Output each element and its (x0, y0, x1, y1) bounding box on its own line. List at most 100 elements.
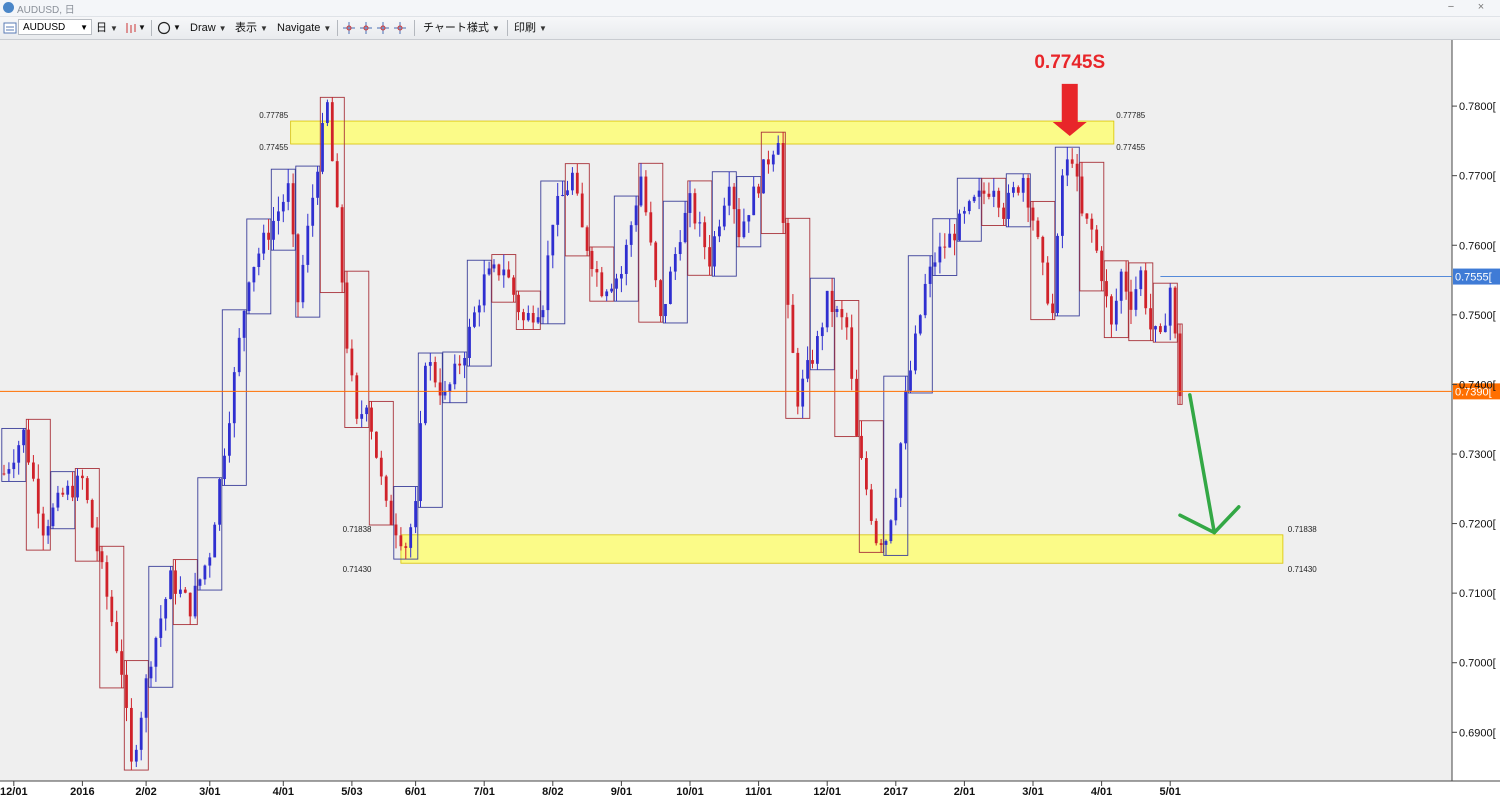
candle-body (776, 143, 780, 155)
chart-window-icon[interactable] (3, 21, 17, 35)
price-axis-background (1452, 40, 1500, 781)
candle-body (1080, 176, 1084, 214)
candle-body (468, 326, 471, 358)
view-menu[interactable]: 表示 ▼ (235, 20, 268, 36)
chevron-down-icon[interactable]: ▼ (138, 23, 146, 32)
crosshair-icon[interactable] (376, 21, 390, 35)
plot-background (0, 40, 1452, 781)
chevron-down-icon: ▼ (218, 24, 227, 33)
crosshair-icon[interactable] (359, 21, 373, 35)
chevron-down-icon: ▼ (323, 24, 332, 33)
draw-label: Draw (190, 22, 216, 34)
weekly-range-box (540, 180, 566, 325)
candle-body (1056, 235, 1059, 314)
price-chart[interactable]: 0.77785 0.77455 0.77785 0.77455 0.71838 0.714… (0, 40, 1500, 801)
resistance-zone[interactable] (290, 120, 1115, 145)
candle-body (948, 233, 952, 248)
candle-body (1031, 207, 1035, 221)
chart-area[interactable]: 0.77785 0.77455 0.77785 0.77455 0.71838 0.714… (0, 40, 1500, 801)
chevron-down-icon: ▼ (260, 24, 268, 33)
candle-body (90, 499, 94, 528)
candle-body (424, 365, 427, 424)
weekly-range-box (246, 218, 272, 315)
candle-body (164, 599, 168, 619)
candle-body (66, 485, 70, 495)
candle-body (771, 154, 775, 165)
candle-body (41, 513, 45, 536)
candle-body (791, 304, 795, 353)
candle-body (409, 527, 413, 548)
candle-body (237, 337, 241, 373)
candle-body (899, 443, 903, 498)
candle-body (139, 717, 143, 750)
candle-body (718, 226, 721, 237)
candle-body (747, 215, 751, 222)
candle-body (208, 557, 212, 566)
candle-body (311, 197, 315, 226)
candle-body (1095, 229, 1099, 251)
candle-body (958, 213, 961, 241)
crosshair-icon[interactable] (393, 21, 407, 35)
candle-body (232, 372, 236, 424)
candle-body (1026, 177, 1030, 208)
candle-body (360, 414, 364, 419)
chevron-down-icon[interactable]: ▼ (173, 23, 181, 32)
minimize-button[interactable]: − (1447, 1, 1455, 13)
crosshair-icon[interactable] (342, 21, 356, 35)
navigate-menu[interactable]: Navigate ▼ (277, 20, 331, 36)
draw-menu[interactable]: Draw ▼ (190, 20, 227, 36)
candle-body (620, 273, 623, 279)
candle-body (884, 541, 888, 545)
chevron-down-icon: ▼ (491, 24, 500, 33)
support-zone[interactable] (400, 534, 1284, 564)
candle-body (693, 193, 697, 224)
timeframe-menu[interactable]: 日 ▼ (96, 20, 118, 36)
candle-body (32, 462, 35, 479)
close-button[interactable]: × (1477, 1, 1485, 13)
candle-body (12, 462, 16, 470)
candle-body (125, 674, 128, 708)
candle-body (36, 478, 40, 514)
candle-body (375, 431, 378, 458)
x-tick-label: 3/01 (1022, 786, 1043, 798)
candle-body (345, 282, 349, 349)
x-tick-label: 4/01 (1091, 786, 1112, 798)
candle-body (531, 312, 535, 323)
y-tick-label: 0.7100[ (1459, 588, 1496, 600)
y-tick-label: 0.6900[ (1459, 727, 1496, 739)
x-tick-label: 8/02 (542, 786, 563, 798)
zone-label-lower: 0.77455 (1116, 143, 1145, 152)
candle-body (473, 312, 476, 327)
window-title-bar: AUDUSD, 日 − × (0, 0, 1500, 17)
candle-body (605, 291, 609, 297)
candle-body (889, 520, 893, 542)
print-menu[interactable]: 印刷 ▼ (514, 20, 547, 36)
candle-body (1021, 177, 1025, 193)
toolbar-divider (337, 20, 338, 36)
weekly-range-box (956, 177, 982, 242)
candle-body (546, 255, 550, 311)
weekly-range-box (883, 375, 909, 556)
x-tick-label: 2016 (70, 786, 94, 798)
chart-style-label: チャート様式 (423, 22, 489, 34)
candle-body (972, 196, 976, 202)
chart-style-menu[interactable]: チャート様式 ▼ (423, 20, 500, 36)
candle-body (306, 225, 310, 265)
candle-body (703, 222, 707, 248)
circle-tool-icon[interactable] (157, 21, 171, 35)
candle-body (286, 183, 290, 202)
candle-body (252, 267, 256, 283)
candle-body (379, 457, 383, 477)
candle-body (399, 535, 403, 547)
candle-body (149, 666, 153, 679)
y-tick-label: 0.7800[ (1459, 101, 1496, 113)
candle-body (541, 310, 545, 318)
bar-chart-icon[interactable] (124, 21, 138, 35)
candle-body (678, 242, 682, 255)
symbol-select[interactable]: AUDUSD ▼ (18, 19, 92, 35)
candle-body (1178, 333, 1182, 397)
candle-body (203, 565, 207, 580)
candle-body (732, 186, 736, 210)
candle-body (698, 222, 702, 224)
candle-body (1061, 175, 1064, 236)
